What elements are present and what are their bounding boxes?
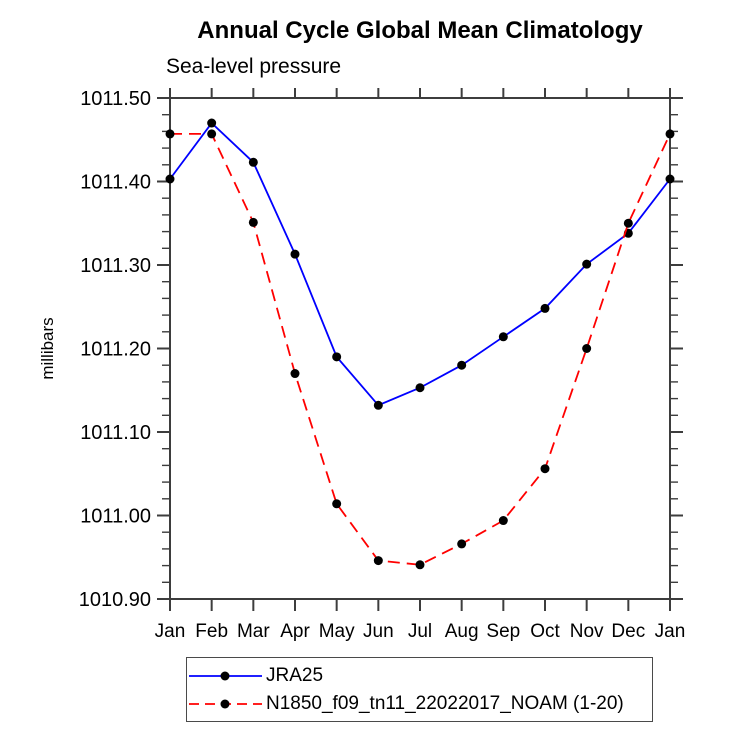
series-line-0 bbox=[169, 121, 671, 407]
data-point bbox=[290, 249, 300, 259]
data-point bbox=[207, 118, 217, 128]
chart-subtitle: Sea-level pressure bbox=[166, 55, 342, 78]
data-point bbox=[207, 129, 217, 139]
legend-marker-icon bbox=[220, 671, 230, 680]
data-point bbox=[498, 516, 508, 526]
y-tick-label: 1011.10 bbox=[80, 422, 151, 444]
data-point bbox=[332, 352, 342, 362]
series-line-1 bbox=[170, 133, 671, 566]
x-tick-label: Jun bbox=[363, 621, 394, 642]
data-point bbox=[332, 499, 342, 509]
chart-title: Annual Cycle Global Mean Climatology bbox=[197, 17, 643, 44]
data-point bbox=[540, 303, 550, 313]
legend-line-sample-jra25 bbox=[189, 671, 262, 680]
data-point bbox=[582, 259, 592, 269]
legend-label: N1850_f09_tn11_22022017_NOAM (1-20) bbox=[266, 692, 624, 714]
x-tick-label: Jan bbox=[155, 621, 186, 642]
data-point bbox=[415, 383, 425, 393]
x-tick-label: Dec bbox=[611, 621, 645, 642]
data-point bbox=[248, 217, 258, 227]
x-tick-label: Mar bbox=[237, 621, 270, 642]
data-point bbox=[373, 400, 383, 410]
y-tick-label: 1011.50 bbox=[80, 88, 151, 110]
data-point bbox=[582, 344, 592, 353]
data-point bbox=[498, 332, 508, 342]
legend-marker-icon bbox=[220, 699, 230, 708]
legend-item: JRA25 bbox=[189, 662, 652, 690]
legend-label: JRA25 bbox=[266, 664, 324, 686]
x-tick-label: Jul bbox=[408, 621, 432, 642]
data-point bbox=[290, 369, 300, 379]
plot-frame bbox=[169, 97, 671, 600]
data-point bbox=[165, 174, 175, 184]
y-tick-label: 1011.30 bbox=[80, 255, 151, 277]
data-point bbox=[457, 360, 467, 370]
x-tick-label: Nov bbox=[570, 621, 604, 642]
y-tick-label: 1011.40 bbox=[80, 172, 151, 194]
x-tick-label: Aug bbox=[445, 621, 479, 642]
data-point bbox=[623, 218, 633, 228]
x-tick-label: Sep bbox=[486, 621, 520, 642]
x-tick-label: Oct bbox=[530, 621, 560, 642]
x-tick-label: Jan bbox=[655, 621, 686, 642]
y-tick-label: 1011.00 bbox=[80, 506, 151, 528]
y-axis-title: millibars bbox=[38, 317, 57, 379]
y-tick-label: 1010.90 bbox=[79, 589, 151, 611]
x-tick-label: Apr bbox=[280, 621, 310, 642]
data-point bbox=[540, 464, 550, 474]
data-point bbox=[165, 129, 175, 139]
data-point bbox=[415, 560, 425, 570]
data-point bbox=[665, 129, 675, 139]
y-tick-label: 1011.20 bbox=[80, 339, 151, 361]
data-point bbox=[373, 556, 383, 566]
legend: JRA25 N1850_f09_tn11_22022017_NOAM (1-20… bbox=[186, 657, 653, 722]
x-tick-label: Feb bbox=[195, 621, 228, 642]
data-point bbox=[665, 174, 675, 184]
legend-line-sample-n1850 bbox=[189, 699, 262, 708]
data-point bbox=[457, 539, 467, 549]
x-tick-label: May bbox=[319, 621, 355, 642]
legend-item: N1850_f09_tn11_22022017_NOAM (1-20) bbox=[189, 690, 652, 718]
data-point bbox=[248, 157, 258, 167]
